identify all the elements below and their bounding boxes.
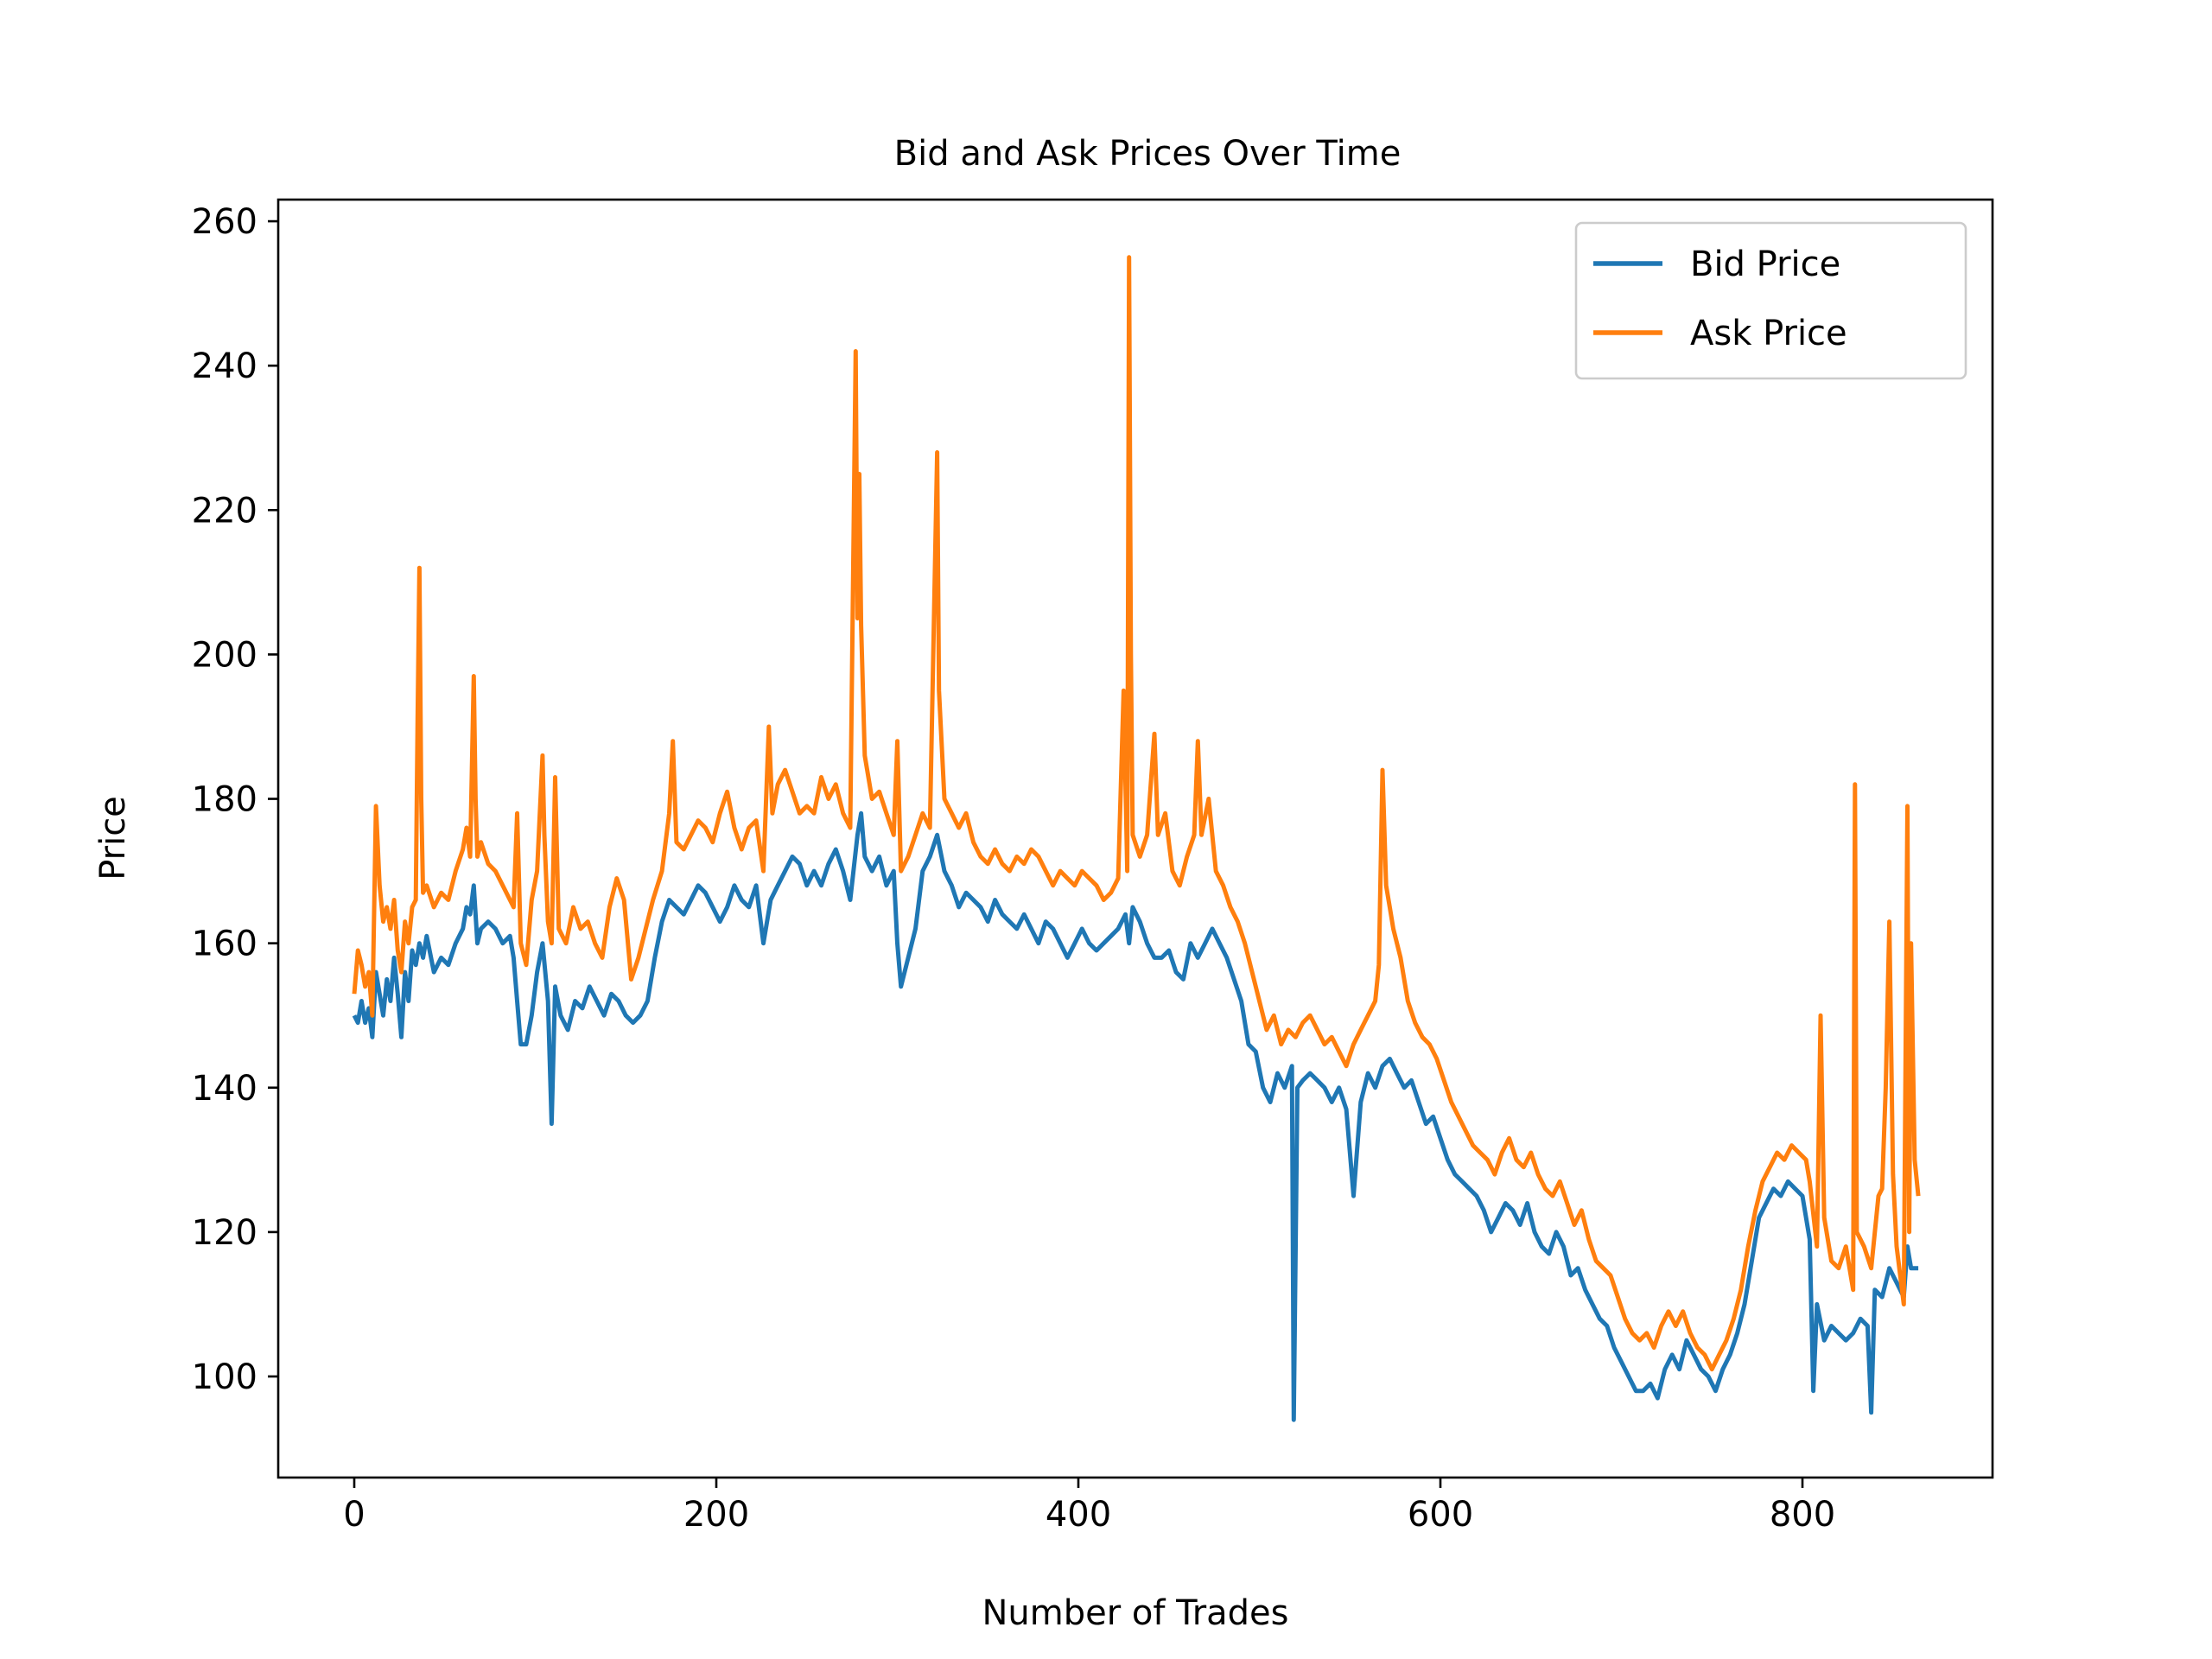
y-tick-label: 140 [192,1069,257,1109]
x-tick-label: 600 [1408,1495,1473,1535]
x-tick-label: 0 [343,1495,365,1535]
y-tick-label: 240 [192,346,257,386]
y-axis-label: Price [93,796,133,880]
x-tick-label: 200 [683,1495,749,1535]
x-axis-ticks: 0 200 400 600 800 [343,1478,1835,1535]
y-tick-label: 120 [192,1213,257,1253]
legend-label-bid-price: Bid Price [1690,245,1840,284]
legend: Bid Price Ask Price [1574,221,1967,380]
y-tick-label: 220 [192,491,257,531]
y-tick-label: 200 [192,635,257,675]
y-tick-label: 260 [192,202,257,242]
legend-box [1574,221,1967,380]
chart-title: Bid and Ask Prices Over Time [894,134,1402,174]
x-tick-label: 800 [1770,1495,1835,1535]
series-lines [352,255,1921,1422]
y-axis-ticks: 100 120 140 160 180 200 220 240 260 [192,202,278,1397]
legend-label-ask-price: Ask Price [1690,314,1847,353]
x-tick-label: 400 [1046,1495,1111,1535]
y-tick-label: 180 [192,780,257,820]
x-axis-label: Number of Trades [982,1593,1288,1633]
plot-area-frame [276,198,1994,1479]
series-line-bid-price [352,810,1919,1422]
y-tick-label: 100 [192,1357,257,1397]
series-line-ask-price [352,255,1921,1372]
y-tick-label: 160 [192,925,257,964]
